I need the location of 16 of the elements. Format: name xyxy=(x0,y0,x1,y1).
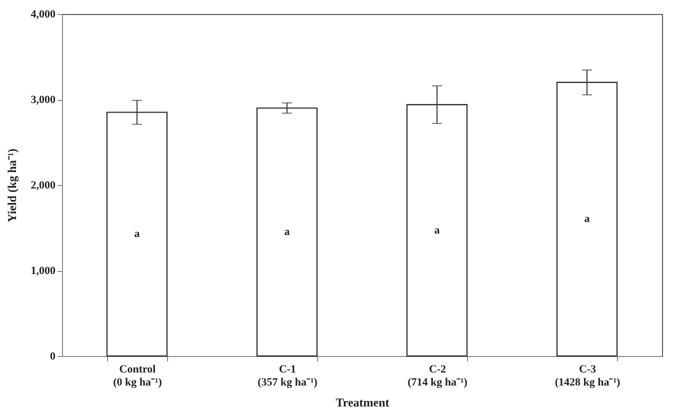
x-tick-label: Control (0 kg ha⁻¹) xyxy=(113,364,162,388)
x-axis-title: Treatment xyxy=(336,396,390,408)
x-tick-label: C-3 (1428 kg ha⁻¹) xyxy=(554,364,621,388)
y-axis-title: Yield (kg ha⁻¹) xyxy=(4,148,19,222)
annotation: a xyxy=(134,228,140,240)
y-tick-label: 2,000 xyxy=(30,180,56,192)
y-tick-label: 3,000 xyxy=(30,94,56,106)
bar xyxy=(256,107,318,357)
y-tick-label: 4,000 xyxy=(30,8,56,20)
y-tick-label: 1,000 xyxy=(30,265,56,277)
annotation: a xyxy=(284,226,290,238)
y-tick-label: 0 xyxy=(50,350,56,362)
annotation: a xyxy=(584,213,590,226)
annotation: a xyxy=(434,224,440,236)
x-tick-label: C-1 (357 kg ha⁻¹) xyxy=(258,364,318,388)
x-tick-label: C-2 (714 kg ha⁻¹) xyxy=(408,364,468,388)
